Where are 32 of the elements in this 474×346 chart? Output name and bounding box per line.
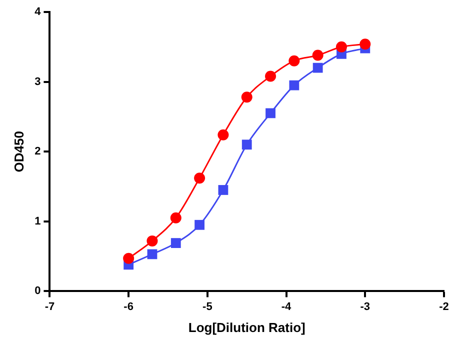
- point: [336, 41, 347, 52]
- point: [266, 108, 276, 118]
- point: [194, 220, 204, 230]
- y-tick-label: 0: [34, 285, 41, 298]
- x-axis-title: Log[Dilution Ratio]: [188, 320, 306, 335]
- x-tick-label: -2: [439, 300, 449, 313]
- x-tick-label: -5: [202, 300, 212, 313]
- x-tick-label: -6: [124, 300, 134, 313]
- y-tick-label: 1: [34, 215, 41, 228]
- point: [312, 62, 323, 73]
- point: [288, 55, 300, 66]
- point: [289, 80, 300, 90]
- point: [242, 140, 252, 150]
- x-tick-label: -7: [44, 300, 55, 313]
- y-axis-title: OD450: [11, 131, 26, 172]
- point: [194, 172, 206, 184]
- point: [241, 92, 252, 103]
- point: [123, 252, 134, 264]
- point: [218, 185, 228, 195]
- point: [146, 235, 158, 246]
- y-tick-label: 4: [34, 6, 42, 18]
- y-tick-label: 3: [34, 76, 41, 88]
- x-tick-label: -3: [360, 300, 370, 313]
- point: [170, 238, 181, 248]
- point: [170, 212, 182, 224]
- point: [218, 129, 229, 140]
- point: [312, 50, 324, 61]
- point: [360, 38, 371, 50]
- point: [147, 249, 158, 260]
- y-tick-label: 2: [34, 146, 41, 158]
- point: [265, 70, 276, 82]
- x-tick-label: -4: [281, 300, 292, 313]
